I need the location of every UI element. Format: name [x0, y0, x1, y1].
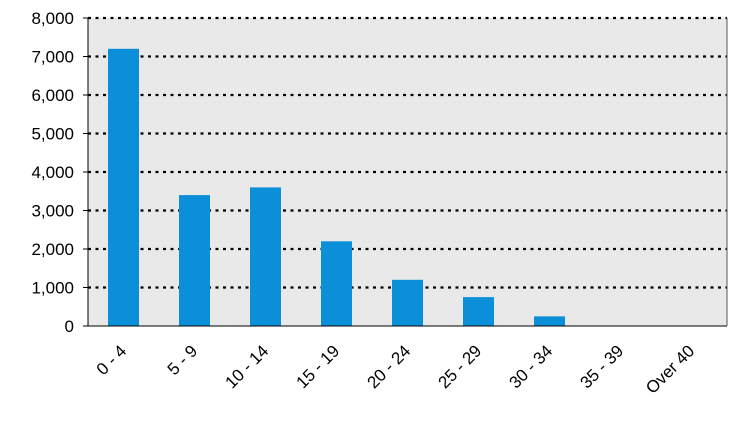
x-tick-label: 25 - 29	[434, 341, 485, 392]
y-tick-label: 8,000	[31, 9, 74, 28]
x-tick-label: 10 - 14	[221, 341, 272, 392]
y-tick-label: 1,000	[31, 279, 74, 298]
bar	[534, 316, 565, 326]
x-tick-label: 35 - 39	[576, 341, 627, 392]
bar	[463, 297, 494, 326]
x-tick-label: 30 - 34	[505, 341, 556, 392]
bar	[250, 187, 281, 326]
y-axis-ticks: 0 1,000 2,000 3,000 4,000 5,000 6,000 7,000 8,00…	[31, 9, 88, 336]
bar	[179, 195, 210, 326]
x-tick-label: 0 - 4	[93, 341, 130, 378]
y-tick-label: 5,000	[31, 125, 74, 144]
y-tick-label: 6,000	[31, 86, 74, 105]
x-tick-label: Over 40	[642, 341, 698, 397]
bars	[108, 48, 565, 327]
x-tick-label: 20 - 24	[363, 341, 414, 392]
y-tick-label: 0	[65, 317, 74, 336]
bar	[108, 48, 139, 327]
x-axis-ticks: 0 - 4 5 - 9 10 - 14 15 - 19 20 - 24 25 - 29 30…	[93, 341, 698, 397]
x-tick-label: 5 - 9	[164, 341, 201, 378]
bar	[392, 279, 423, 326]
y-tick-label: 3,000	[31, 202, 74, 221]
y-tick-label: 4,000	[31, 163, 74, 182]
y-tick-label: 2,000	[31, 240, 74, 259]
bar	[321, 241, 352, 326]
y-tick-label: 7,000	[31, 48, 74, 67]
x-tick-label: 15 - 19	[292, 341, 343, 392]
